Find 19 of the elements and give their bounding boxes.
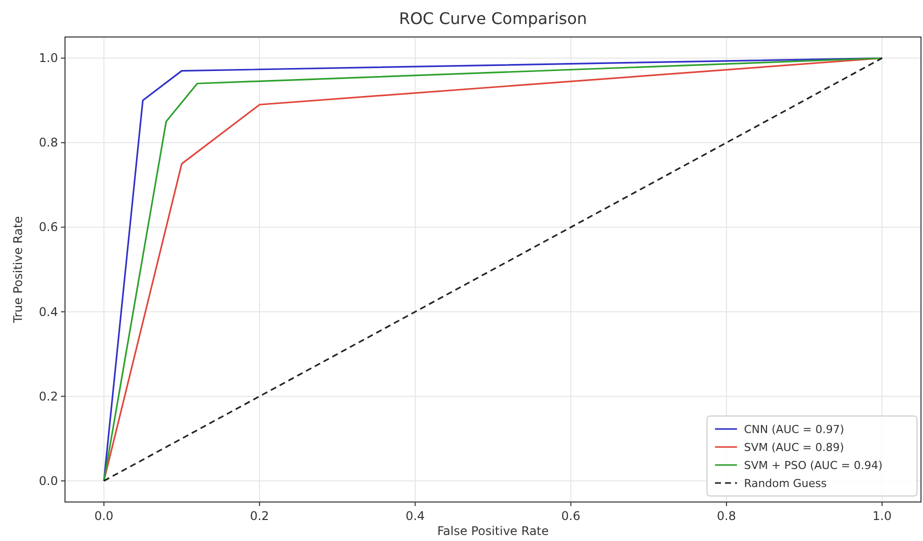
y-tick-label: 0.8 — [38, 136, 58, 150]
x-tick-label: 1.0 — [872, 509, 892, 523]
y-axis-title: True Positive Rate — [11, 216, 25, 324]
y-tick-label: 1.0 — [38, 51, 58, 66]
legend-label: SVM + PSO (AUC = 0.94) — [744, 459, 883, 472]
y-tick-label: 0.0 — [38, 474, 58, 488]
x-tick-label: 0.2 — [250, 509, 270, 523]
legend-label: Random Guess — [744, 477, 828, 490]
x-tick-label: 0.6 — [561, 509, 580, 523]
x-axis-title: False Positive Rate — [437, 524, 549, 538]
y-tick-label: 0.6 — [38, 220, 58, 234]
x-tick-label: 0.4 — [406, 509, 425, 523]
y-tick-label: 0.2 — [38, 389, 58, 404]
x-tick-label: 0.0 — [94, 509, 114, 523]
x-tick-label: 0.8 — [716, 509, 736, 523]
legend-label: SVM (AUC = 0.89) — [744, 441, 844, 454]
y-tick-label: 0.4 — [38, 304, 58, 319]
chart-title: ROC Curve Comparison — [398, 9, 588, 28]
legend-label: CNN (AUC = 0.97) — [744, 423, 844, 436]
